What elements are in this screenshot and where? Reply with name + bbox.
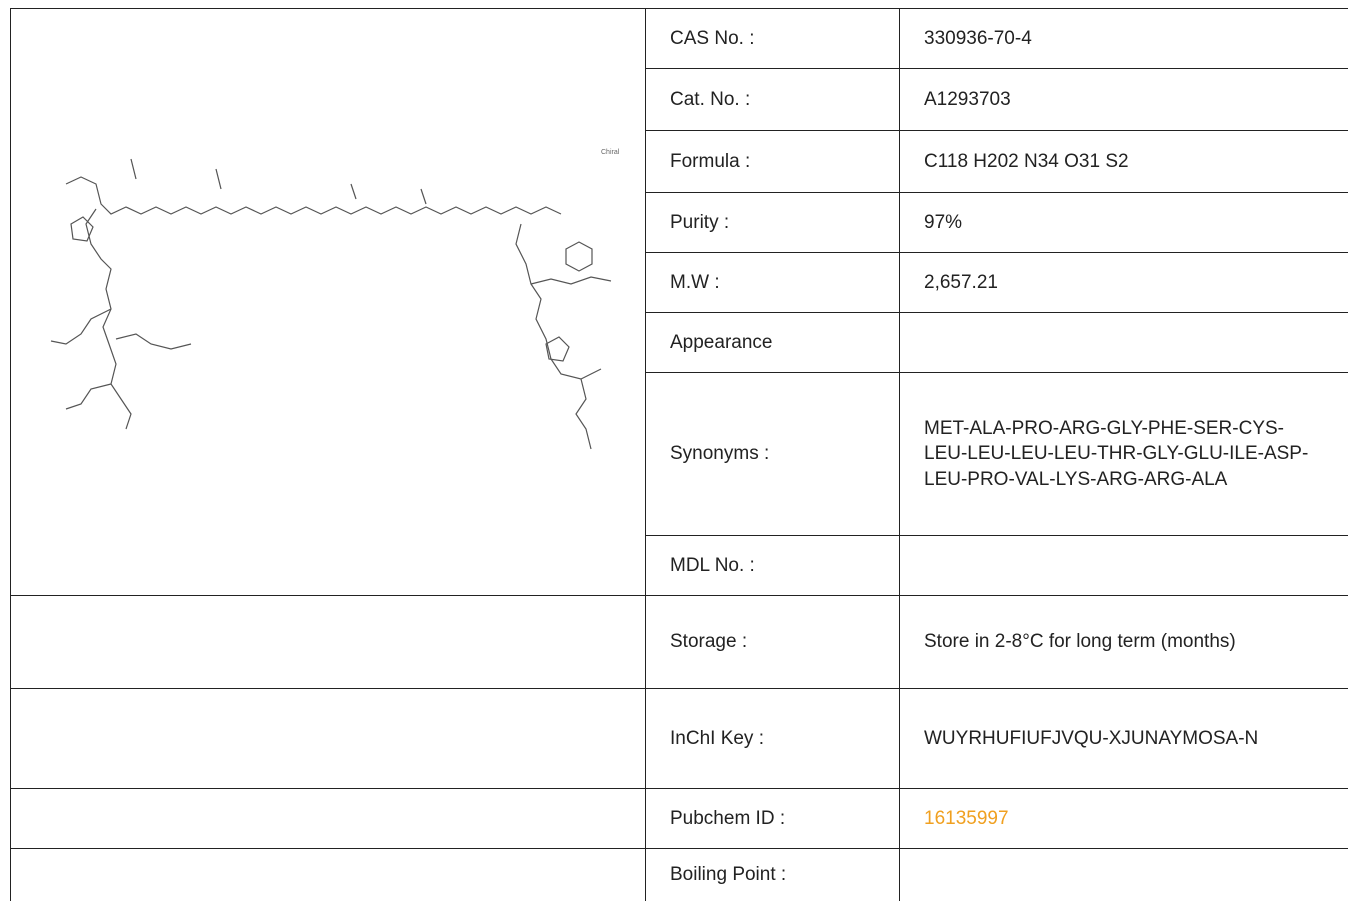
field-label: Purity :	[646, 193, 900, 253]
field-value: WUYRHUFIUFJVQU-XJUNAYMOSA-N	[900, 689, 1348, 789]
field-value: 97%	[900, 193, 1348, 253]
table-row: Storage : Store in 2-8°C for long term (m…	[11, 596, 1348, 689]
product-table: Chiral CAS No. : 330936-70-4 Cat. No. : A12…	[10, 8, 1348, 901]
field-label: MDL No. :	[646, 536, 900, 596]
value-text: C118 H202 N34 O31 S2	[924, 151, 1129, 172]
field-value	[900, 849, 1348, 901]
field-label: Storage :	[646, 596, 900, 689]
table-row: InChI Key : WUYRHUFIUFJVQU-XJUNAYMOSA-N	[11, 689, 1348, 789]
field-label: Boiling Point :	[646, 849, 900, 901]
field-value: 330936-70-4	[900, 9, 1348, 69]
empty-cell	[11, 849, 646, 901]
field-value: 2,657.21	[900, 253, 1348, 313]
field-value	[900, 313, 1348, 373]
field-value: A1293703	[900, 69, 1348, 131]
value-text: Store in 2-8°C for long term (months)	[924, 631, 1236, 652]
field-label: Synonyms :	[646, 373, 900, 536]
table-row: Pubchem ID : 16135997	[11, 789, 1348, 849]
empty-cell	[11, 596, 646, 689]
field-label: Appearance	[646, 313, 900, 373]
field-label: Pubchem ID :	[646, 789, 900, 849]
pubchem-link[interactable]: 16135997	[924, 808, 1009, 829]
value-text: WUYRHUFIUFJVQU-XJUNAYMOSA-N	[924, 728, 1258, 749]
field-label: InChI Key :	[646, 689, 900, 789]
field-value: Store in 2-8°C for long term (months)	[900, 596, 1348, 689]
field-value: 16135997	[900, 789, 1348, 849]
value-text: MET-ALA-PRO-ARG-GLY-PHE-SER-CYS-LEU-LEU-…	[924, 418, 1308, 490]
value-text: 97%	[924, 212, 962, 233]
field-value: C118 H202 N34 O31 S2	[900, 131, 1348, 193]
field-label: CAS No. :	[646, 9, 900, 69]
empty-cell	[11, 689, 646, 789]
field-label: M.W :	[646, 253, 900, 313]
value-text: A1293703	[924, 89, 1011, 110]
table-row: Boiling Point :	[11, 849, 1348, 901]
empty-cell	[11, 789, 646, 849]
molecule-structure: Chiral	[11, 9, 645, 595]
field-value	[900, 536, 1348, 596]
structure-label: Chiral	[601, 149, 620, 156]
page: Chiral CAS No. : 330936-70-4 Cat. No. : A12…	[0, 0, 1348, 900]
value-text: 330936-70-4	[924, 28, 1032, 49]
table-row: Chiral CAS No. :330936-70-4	[11, 9, 1348, 69]
field-label: Formula :	[646, 131, 900, 193]
structure-cell: Chiral	[11, 9, 646, 596]
field-label: Cat. No. :	[646, 69, 900, 131]
value-text: 2,657.21	[924, 272, 998, 293]
field-value: MET-ALA-PRO-ARG-GLY-PHE-SER-CYS-LEU-LEU-…	[900, 373, 1348, 536]
